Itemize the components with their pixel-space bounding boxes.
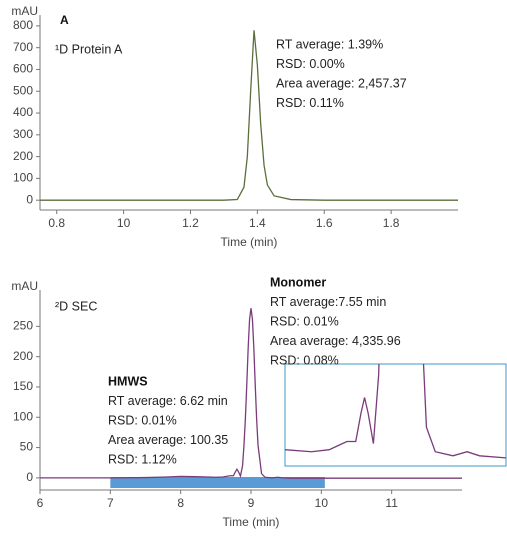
y-tick-label: 250 [13,319,33,333]
annotation-line: RSD: 0.00% [276,57,345,71]
x-span [110,477,325,488]
y-tick-label: 50 [20,440,34,454]
x-tick-label: 7 [107,496,114,510]
x-tick-label: 1.4 [249,216,266,230]
annotation-line: RT average:7.55 min [270,295,386,309]
x-tick-label: 10 [117,216,131,230]
annotation-title: HMWS [108,374,148,388]
panel-label: A [60,13,69,27]
annotation-line: RSD: 0.01% [108,413,177,427]
x-tick-label: 0.8 [48,216,65,230]
inset-line [285,364,506,459]
x-tick-label: 11 [385,496,398,510]
y-tick-label: 500 [13,83,33,97]
y-tick-label: 600 [13,62,33,76]
y-tick-label: 150 [13,379,33,393]
x-axis-label: Time (min) [223,515,280,529]
y-tick-label: 800 [13,18,33,32]
x-tick-label: 1.2 [182,216,199,230]
x-tick-label: 1.6 [316,216,333,230]
inset-box [284,363,507,467]
annotation-line: Area average: 2,457.37 [276,76,407,90]
y-tick-label: 200 [13,149,33,163]
y-tick-label: 300 [13,127,33,141]
y-tick-label: 0 [26,192,33,206]
y-tick-label: 200 [13,349,33,363]
x-axis-label: Time (min) [221,235,278,249]
annotation-title: Monomer [270,275,326,289]
y-tick-label: 100 [13,409,33,423]
y-tick-label: 400 [13,105,33,119]
x-tick-label: 1.8 [383,216,400,230]
chromatogram-line [40,30,458,201]
y-tick-label: 100 [13,171,33,185]
y-tick-label: 700 [13,40,33,54]
chromatogram-line [40,308,462,479]
x-tick-label: 6 [37,496,44,510]
subtitle: ²D SEC [55,299,97,313]
annotation-line: Area average: 100.35 [108,433,228,447]
annotation-line: RT average: 6.62 min [108,394,228,408]
y-axis-label: mAU [11,4,38,18]
annotation-line: Area average: 4,335.96 [270,334,401,348]
annotation-line: RSD: 0.11% [276,96,344,110]
annotation-line: RSD: 0.01% [270,314,339,328]
x-tick-label: 8 [177,496,184,510]
x-tick-label: 10 [315,496,329,510]
subtitle: ¹D Protein A [55,42,123,56]
x-tick-label: 9 [248,496,255,510]
y-axis-label: mAU [11,279,38,293]
annotation-line: RSD: 0.08% [270,353,339,367]
y-tick-label: 0 [26,470,33,484]
annotation-line: RSD: 1.12% [108,452,177,466]
annotation-line: RT average: 1.39% [276,37,383,51]
